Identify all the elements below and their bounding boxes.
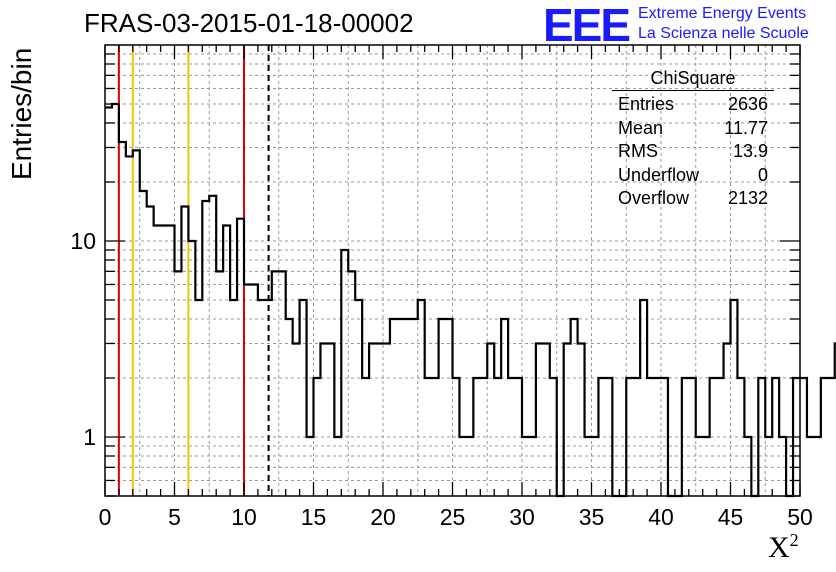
histogram-bin: [195, 300, 202, 496]
histogram-bin: [286, 319, 293, 496]
histogram-bin: [272, 271, 279, 496]
y-tick-label: 1: [83, 424, 96, 450]
histogram-bin: [230, 300, 237, 496]
x-tick-label: 20: [370, 504, 396, 530]
grid-lines: [104, 45, 801, 497]
reference-lines: [117, 45, 270, 496]
stats-value: 11.77: [724, 117, 768, 138]
stats-row-mean: Mean 11.77: [612, 117, 774, 141]
histogram-bin: [411, 319, 418, 496]
histogram-bin: [161, 225, 168, 496]
x-tick-label: 45: [718, 504, 744, 530]
histogram-bin: [390, 319, 397, 496]
stats-label: Underflow: [618, 164, 700, 185]
histogram-bin: [105, 107, 112, 496]
x-tick-label: 35: [579, 504, 605, 530]
x-tick-label: 30: [509, 504, 535, 530]
axes: [104, 44, 801, 497]
histogram-bin: [814, 437, 821, 496]
histogram-bin: [251, 284, 258, 496]
histogram-bin: [376, 343, 383, 496]
x-tick-label: 0: [99, 504, 112, 530]
histogram-bin: [807, 437, 814, 496]
histogram-bin: [175, 271, 182, 496]
histogram-bin: [154, 225, 161, 496]
logo-mark: EEE: [543, 0, 631, 51]
tick-labels: 0 5 10 15 20 25 30 35 40 45 50 1 10: [70, 228, 812, 530]
histogram-outline: [105, 102, 836, 498]
histogram-bin: [397, 319, 404, 496]
x-axis-label: X2: [768, 530, 799, 564]
logo-line-1: Extreme Energy Events: [638, 5, 807, 22]
x-tick-label: 15: [301, 504, 327, 530]
stats-label: Entries: [618, 94, 675, 114]
histogram-bin: [244, 284, 251, 496]
x-tick-label: 10: [231, 504, 257, 530]
stats-value: 2636: [727, 94, 768, 114]
histogram-bin: [828, 378, 835, 496]
stats-box: ChiSquare Entries 2636 Mean 11.77 RMS 13…: [612, 68, 774, 211]
x-tick-label: 5: [168, 504, 181, 530]
x-tick-label: 25: [440, 504, 466, 530]
stats-label: Mean: [618, 117, 664, 138]
y-axis-label: Entries/bin: [6, 47, 37, 180]
stats-label: RMS: [618, 141, 658, 161]
stats-row-underflow: Underflow 0: [612, 164, 774, 188]
stats-value: 0: [757, 164, 768, 185]
stats-title: ChiSquare: [612, 68, 774, 91]
histogram-bin: [126, 156, 133, 496]
histogram-bin: [571, 319, 578, 496]
y-tick-label: 10: [70, 228, 96, 254]
stats-label: Overflow: [618, 188, 690, 208]
stats-row-rms: RMS 13.9: [612, 140, 774, 164]
chart-title: FRAS-03-2015-01-18-00002: [84, 8, 414, 38]
stats-value: 13.9: [732, 141, 768, 161]
stats-row-entries: Entries 2636: [612, 93, 774, 117]
stats-value: 2132: [727, 188, 768, 208]
stats-row-overflow: Overflow 2132: [612, 187, 774, 211]
histogram-series: [105, 102, 836, 498]
histogram-bin: [258, 300, 265, 496]
histogram-bin: [133, 150, 140, 496]
histogram-bin: [216, 271, 223, 496]
histogram-bin: [348, 271, 355, 496]
x-tick-label: 50: [787, 504, 813, 530]
histogram-bin: [404, 319, 411, 496]
logo-line-2: La Scienza nelle Scuole: [638, 25, 809, 42]
histogram-bin: [383, 343, 390, 496]
x-tick-label: 40: [648, 504, 674, 530]
histogram-bin: [293, 343, 300, 496]
